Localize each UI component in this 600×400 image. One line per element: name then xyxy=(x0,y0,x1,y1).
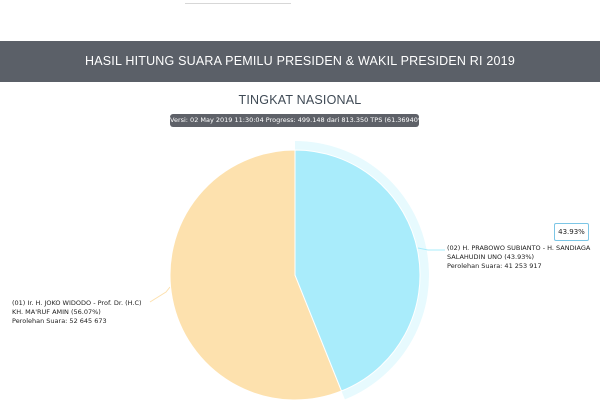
pie-slice-01[interactable] xyxy=(169,149,343,400)
top-bar xyxy=(0,0,600,30)
top-divider xyxy=(185,0,291,4)
pie-slice-02[interactable] xyxy=(294,149,421,392)
version-badge: Versi: 02 May 2019 11:30:04 Progress: 49… xyxy=(170,114,427,127)
slice-label-02-line2: SALAHUDIN UNO (43.93%) xyxy=(447,253,535,261)
slice-label-01: (01) Ir. H. JOKO WIDODO - Prof. Dr. (H.C… xyxy=(12,299,142,326)
slice-label-01-line3: Perolehan Suara: 52 645 673 xyxy=(12,317,107,325)
slice-label-02-line1: (02) H. PRABOWO SUBIANTO - H. SANDIAGA xyxy=(447,244,591,252)
slice-label-02-line3: Perolehan Suara: 41 253 917 xyxy=(447,262,542,270)
connector-line-01 xyxy=(149,286,171,303)
slice-label-02: (02) H. PRABOWO SUBIANTO - H. SANDIAGA S… xyxy=(447,244,590,271)
slice-label-01-line1: (01) Ir. H. JOKO WIDODO - Prof. Dr. (H.C… xyxy=(12,299,142,307)
page-subtitle: TINGKAT NASIONAL xyxy=(238,93,362,107)
page-title: HASIL HITUNG SUARA PEMILU PRESIDEN & WAK… xyxy=(0,41,600,82)
connector-line-02 xyxy=(417,247,445,251)
hover-tooltip: 43.93% xyxy=(554,223,589,241)
slice-label-01-line2: KH. MA'RUF AMIN (56.07%) xyxy=(12,308,101,316)
